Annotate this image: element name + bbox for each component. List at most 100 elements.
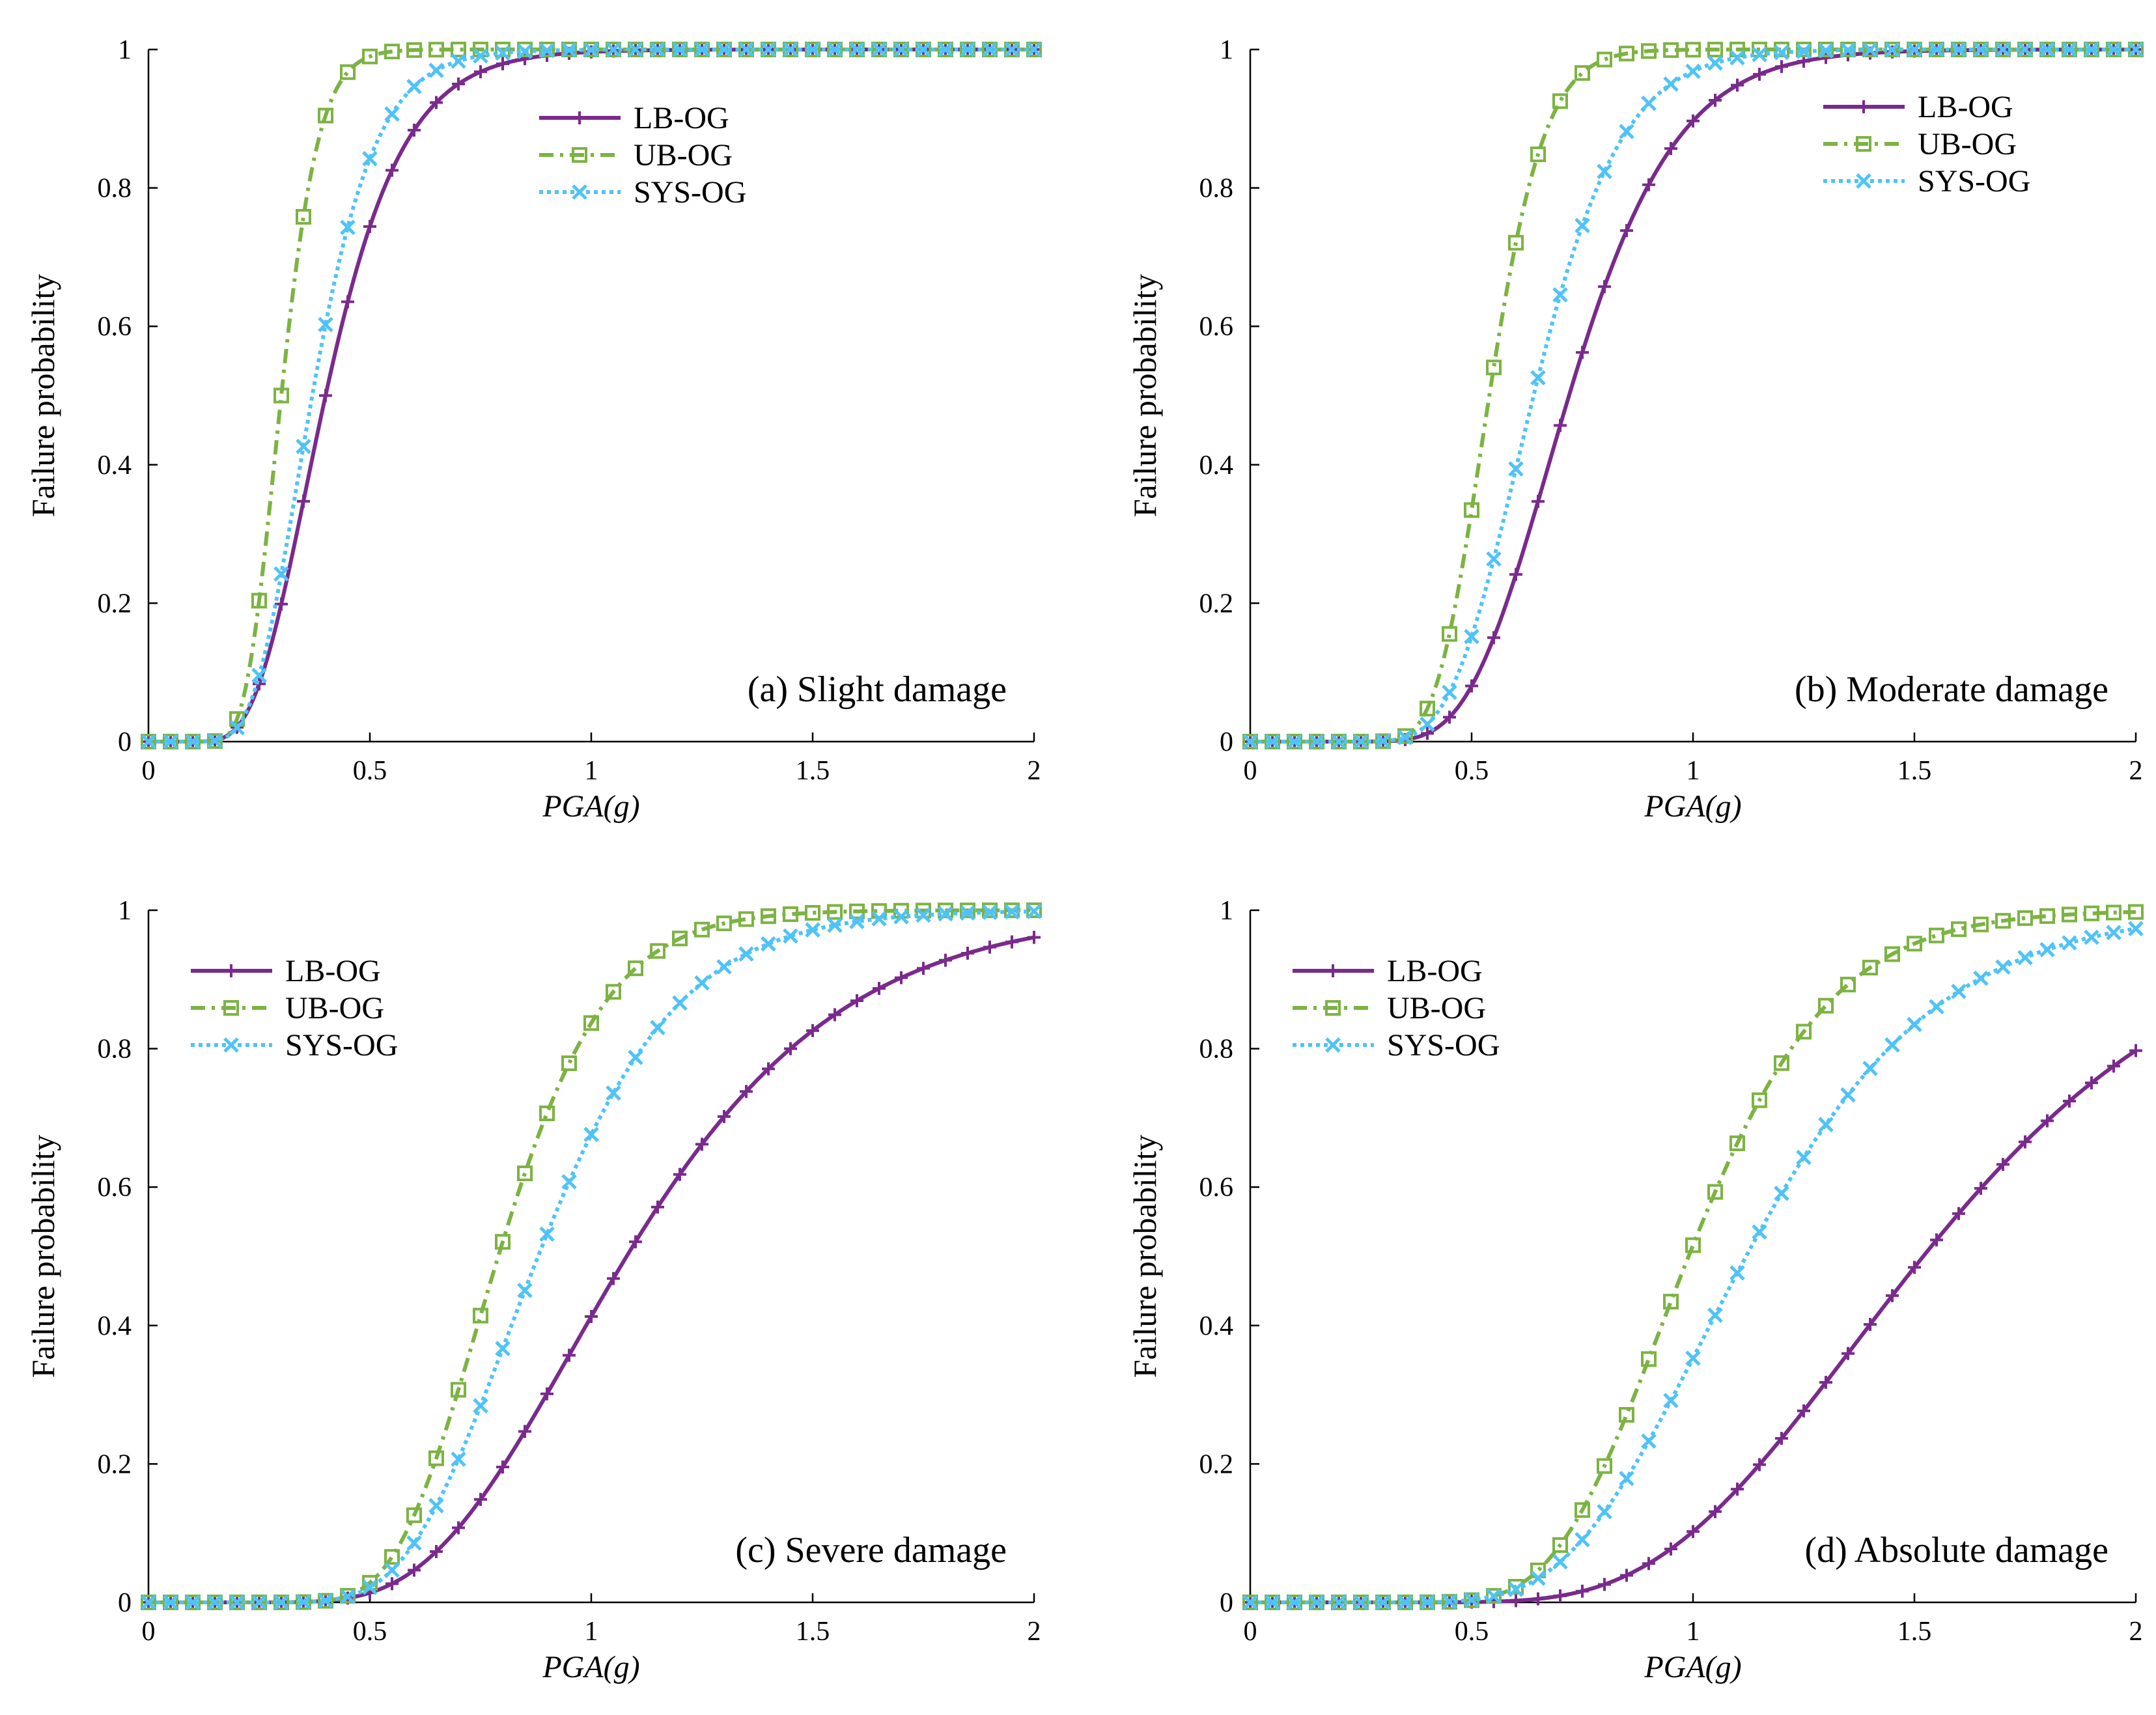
data-point xyxy=(1552,1537,1568,1553)
data-point xyxy=(384,106,400,122)
data-point xyxy=(1818,997,1834,1014)
data-point xyxy=(1530,1570,1546,1586)
data-point xyxy=(805,42,820,57)
data-point xyxy=(473,48,488,64)
data-point xyxy=(1509,1594,1522,1608)
data-point xyxy=(1709,93,1722,107)
legend-label: LB-OG xyxy=(1918,90,2013,124)
data-point xyxy=(1442,1593,1457,1610)
data-point xyxy=(1862,42,1878,58)
data-point xyxy=(1884,946,1900,962)
data-point xyxy=(1929,42,1944,57)
data-point xyxy=(2039,908,2055,924)
data-point xyxy=(207,732,223,749)
data-point xyxy=(1973,970,1989,986)
y-tick-label: 1 xyxy=(1220,896,1233,926)
x-tick-label: 1.5 xyxy=(1897,756,1932,786)
data-point xyxy=(1532,495,1545,509)
data-point xyxy=(141,734,156,749)
data-point xyxy=(1552,286,1568,303)
data-point xyxy=(223,1037,239,1053)
y-tick-label: 0 xyxy=(118,727,132,757)
data-point xyxy=(572,147,587,163)
data-point xyxy=(1753,68,1766,81)
data-point xyxy=(1709,1505,1722,1518)
data-point xyxy=(1486,1588,1502,1604)
y-axis-title: Failure probability xyxy=(1127,274,1163,518)
data-point xyxy=(473,1398,488,1414)
data-point xyxy=(517,42,533,58)
data-point xyxy=(1796,1024,1812,1040)
data-point xyxy=(2062,42,2077,57)
x-tick-label: 2 xyxy=(1028,1617,1041,1647)
data-point xyxy=(1797,1404,1810,1417)
legend-label: SYS-OG xyxy=(1387,1028,1500,1063)
series-line xyxy=(148,908,1034,1604)
data-point xyxy=(1951,42,1967,57)
data-point xyxy=(1973,42,1989,57)
series-lb-og xyxy=(142,930,1041,1609)
data-point xyxy=(2085,1076,2098,1090)
data-point xyxy=(1004,42,1020,57)
x-tick-label: 1 xyxy=(585,756,598,786)
series-sys-og xyxy=(141,42,1042,749)
data-point xyxy=(694,921,710,938)
data-point xyxy=(1552,93,1568,109)
data-point xyxy=(1796,44,1812,59)
data-point xyxy=(961,946,974,960)
data-point xyxy=(141,1595,156,1610)
data-point xyxy=(1028,930,1041,944)
data-point xyxy=(606,1085,621,1101)
data-point xyxy=(1862,1061,1878,1076)
data-point xyxy=(1707,55,1723,71)
data-point xyxy=(385,1577,399,1591)
data-point xyxy=(275,597,288,611)
data-point xyxy=(1325,1000,1341,1016)
panel-annotation: (b) Moderate damage xyxy=(1795,669,2108,710)
data-point xyxy=(1707,42,1723,58)
data-point xyxy=(1929,927,1944,943)
data-point xyxy=(1530,146,1546,163)
legend-label: UB-OG xyxy=(1918,127,2017,161)
x-tick-label: 1 xyxy=(585,1617,598,1647)
data-point xyxy=(1685,1237,1701,1253)
data-point xyxy=(893,42,909,57)
legend-label: UB-OG xyxy=(634,138,733,173)
data-point xyxy=(1242,734,1258,749)
data-point xyxy=(917,962,930,975)
x-tick-label: 1.5 xyxy=(796,756,830,786)
data-point xyxy=(229,719,245,736)
data-point xyxy=(517,44,533,59)
data-point xyxy=(606,984,621,1000)
data-point xyxy=(572,184,587,200)
data-point xyxy=(474,1492,487,1506)
data-point xyxy=(452,77,465,91)
data-point xyxy=(1995,913,2011,929)
data-point xyxy=(895,971,908,984)
data-point xyxy=(1619,124,1634,139)
data-point xyxy=(1598,280,1611,294)
data-point xyxy=(1818,42,1834,59)
panel-annotation: (a) Slight damage xyxy=(748,669,1007,710)
y-axis-title: Failure probability xyxy=(25,274,61,518)
legend-label: SYS-OG xyxy=(285,1028,398,1063)
data-point xyxy=(650,1020,665,1036)
data-point xyxy=(1775,60,1788,74)
x-axis-title: PGA(g) xyxy=(542,1650,639,1684)
data-point xyxy=(761,936,776,952)
data-point xyxy=(1796,1149,1812,1165)
data-point xyxy=(650,42,665,57)
data-point xyxy=(1856,136,1871,152)
data-point xyxy=(406,42,422,58)
data-point xyxy=(1265,734,1280,749)
data-point xyxy=(1841,1346,1855,1360)
data-point xyxy=(1620,1569,1633,1582)
data-point xyxy=(561,1055,577,1072)
data-point xyxy=(738,946,754,962)
legend-label: UB-OG xyxy=(1387,991,1486,1025)
data-point xyxy=(1325,1037,1341,1053)
data-point xyxy=(273,387,289,404)
data-point xyxy=(1530,370,1546,385)
data-point xyxy=(761,42,776,57)
data-point xyxy=(430,96,443,109)
